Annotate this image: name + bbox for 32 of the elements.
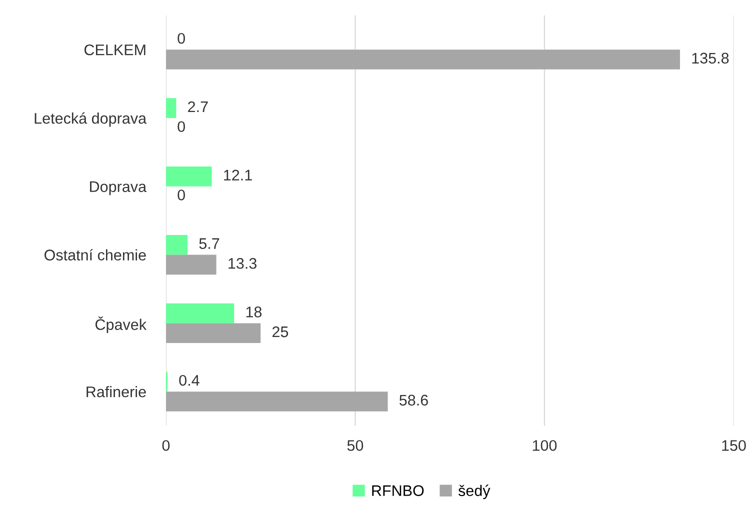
bar [166,98,176,118]
data-label: 13.3 [228,258,256,269]
y-tick-label: CELKEM [84,44,146,56]
bar [166,166,212,186]
y-tick-label: Čpavek [96,316,147,334]
y-tick-label: Ostatní chemie [44,249,146,260]
bar [166,323,261,344]
bar [166,303,234,324]
data-label: 58.6 [399,394,428,406]
legend-label: RFNBO [372,485,424,496]
data-label: 135.8 [692,52,729,64]
data-label: 2.7 [188,101,208,112]
data-label: 5.7 [199,238,220,249]
x-tick-label: 50 [347,440,364,451]
data-label: 0.4 [179,374,200,386]
data-label: 0 [178,32,185,44]
data-label: 18 [246,306,262,318]
y-tick-label: Rafinerie [86,386,146,398]
data-label: 0 [178,190,185,200]
data-label: 25 [272,326,288,338]
data-label: 0 [178,121,185,132]
x-tick-label: 100 [532,440,557,451]
y-tick-label: Doprava [90,181,147,196]
data-label: 12.1 [224,170,252,180]
bar [166,50,680,70]
bar [166,392,388,412]
x-tick-label: 150 [722,440,746,451]
legend-label: šedý [458,484,490,500]
bar [166,254,216,275]
x-tick-label: 0 [162,440,170,451]
bar [166,234,188,255]
y-tick-label: Letecká doprava [34,112,147,127]
